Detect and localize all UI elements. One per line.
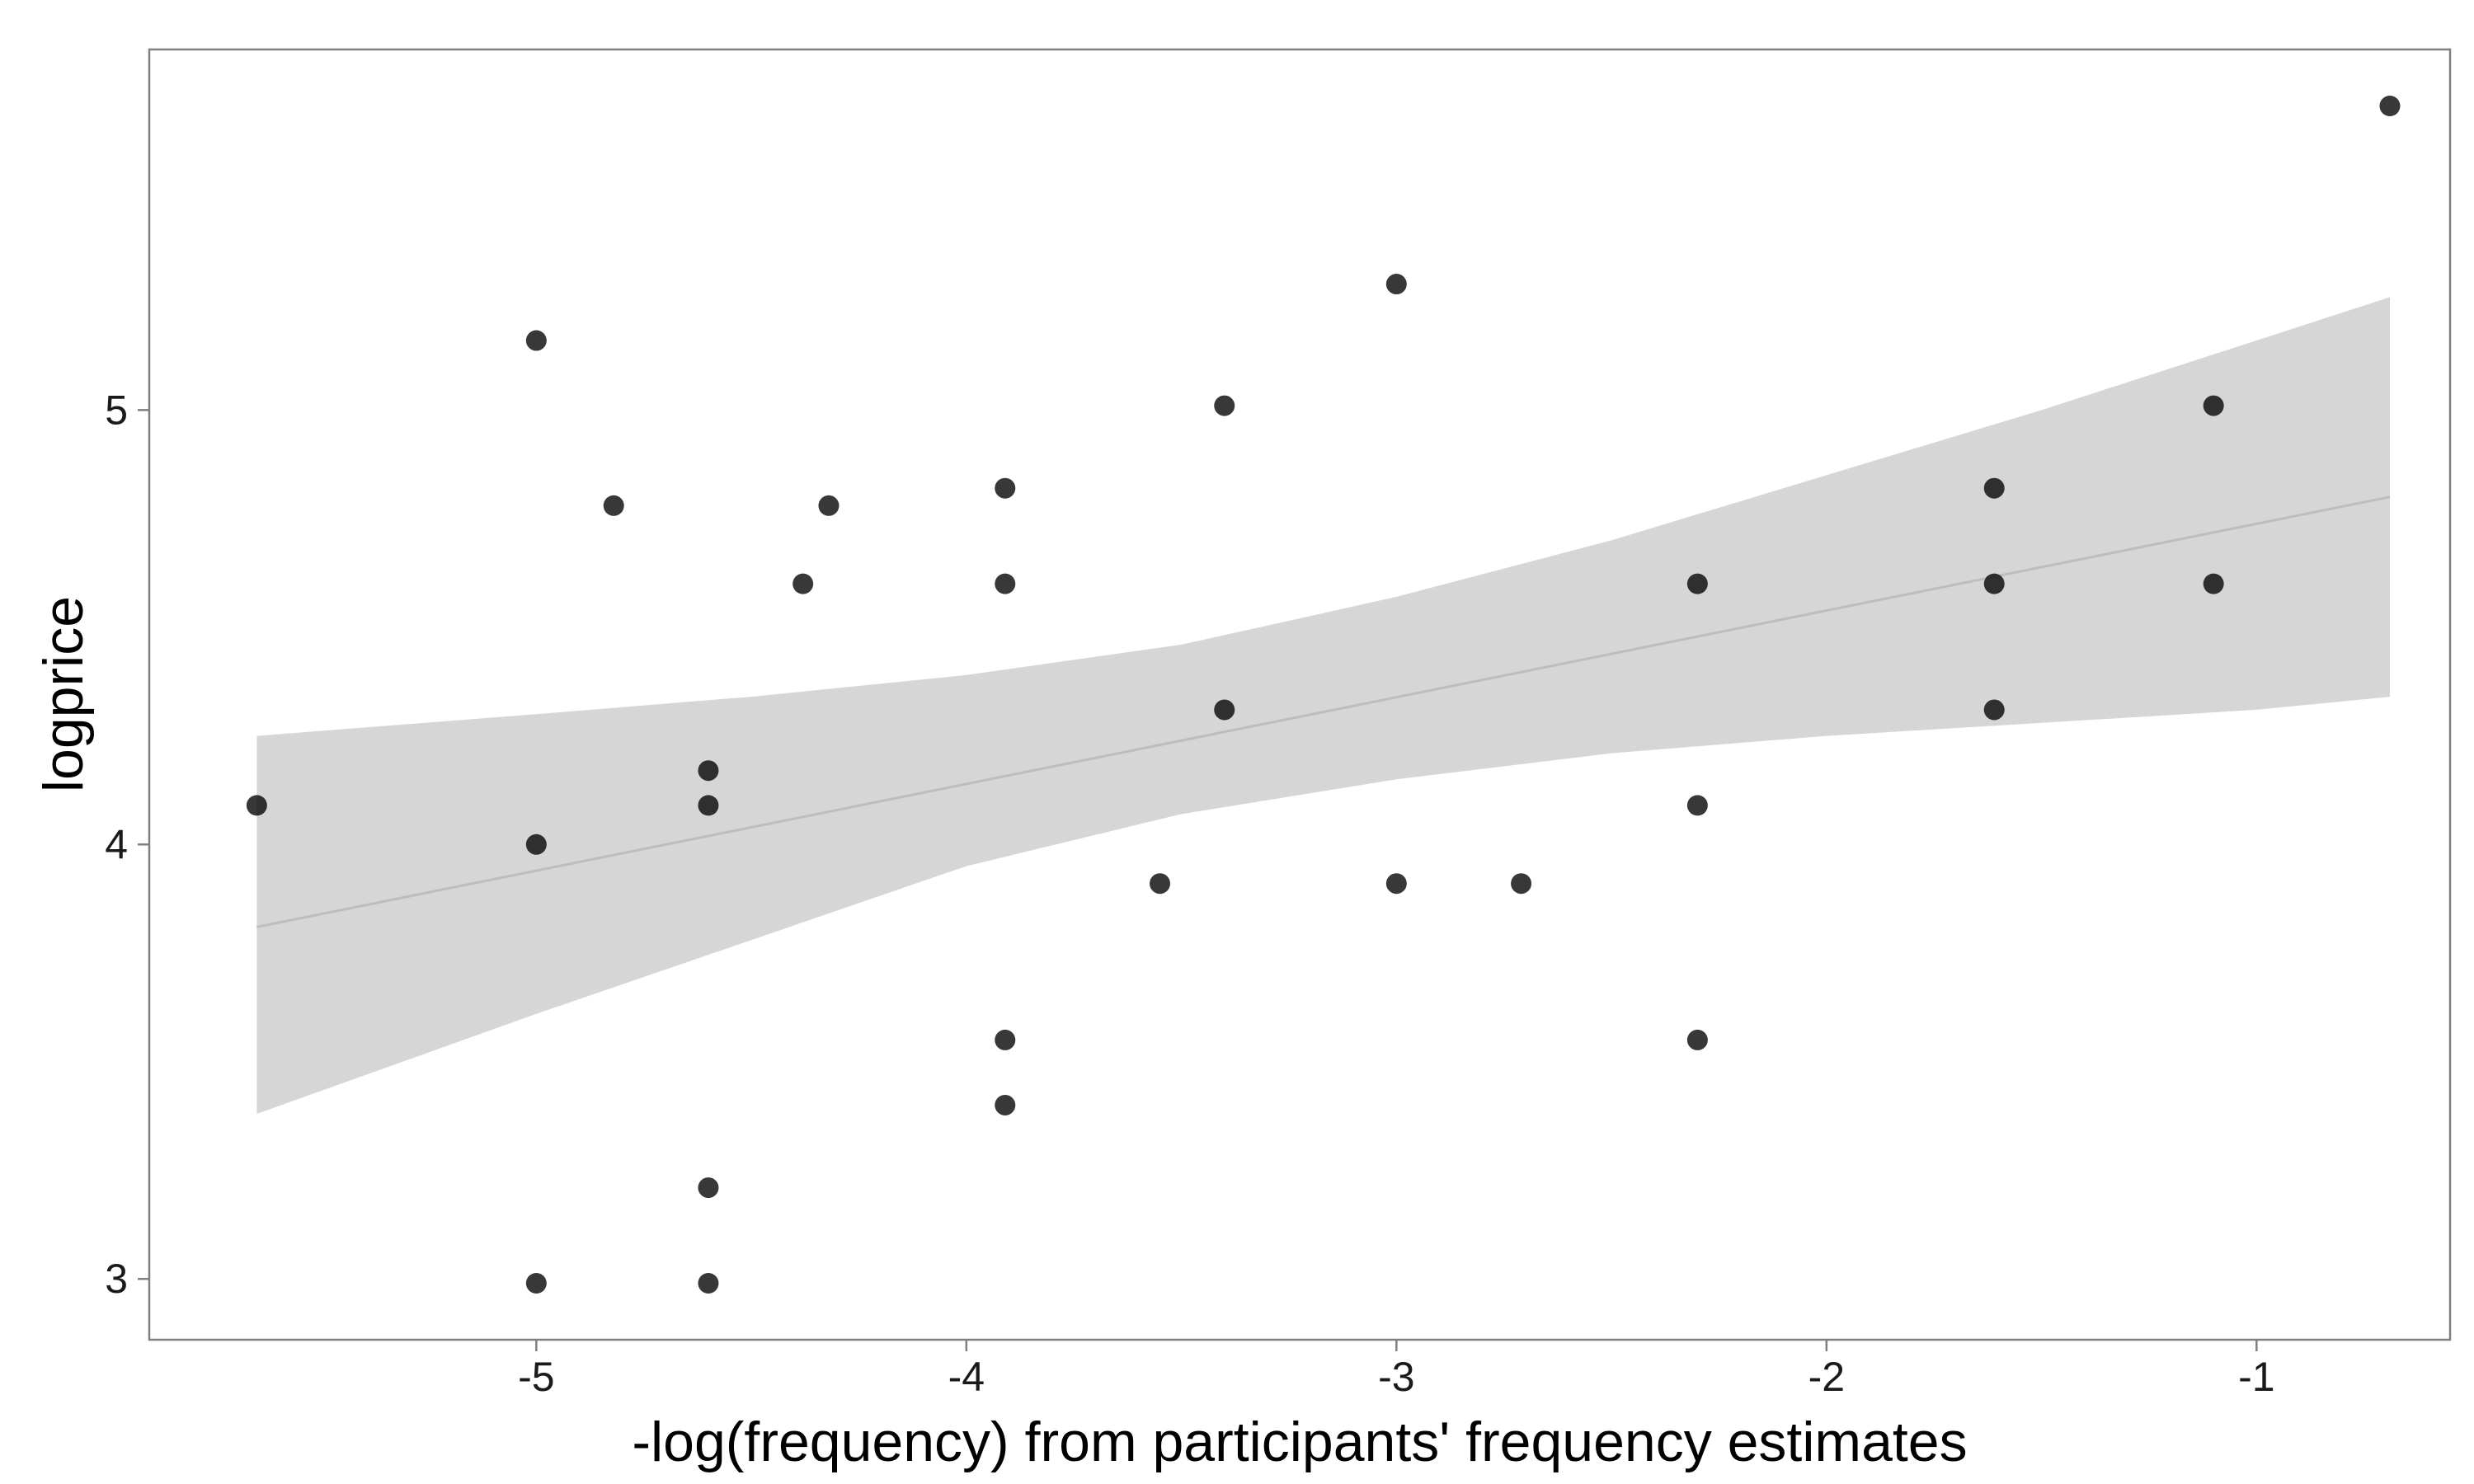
data-point <box>525 834 547 855</box>
confidence-band-layer <box>256 297 2391 1114</box>
y-tick-label: 5 <box>105 387 128 433</box>
fit-line-layer <box>256 495 2391 928</box>
x-tick-label: -3 <box>1378 1354 1414 1400</box>
x-axis-title: -log(frequency) from participants' frequ… <box>632 1411 1967 1473</box>
data-point <box>1686 795 1708 816</box>
data-point <box>1983 699 2005 721</box>
data-point <box>2203 395 2224 416</box>
y-tick-label: 4 <box>105 821 128 867</box>
data-point <box>995 477 1016 499</box>
data-point <box>698 1177 719 1199</box>
y-axis-ticks: 3 4 5 <box>105 387 149 1302</box>
data-points-layer <box>246 96 2401 1294</box>
data-point <box>1385 274 1407 295</box>
data-point <box>1983 573 2005 594</box>
data-point <box>525 1272 547 1294</box>
data-point <box>1686 1029 1708 1050</box>
x-tick-label: -1 <box>2238 1354 2274 1400</box>
data-point <box>1686 573 1708 594</box>
confidence-band <box>256 297 2391 1114</box>
data-point <box>995 1029 1016 1050</box>
data-point <box>698 795 719 816</box>
data-point <box>1983 477 2005 499</box>
data-point <box>1150 873 1171 895</box>
data-point <box>698 1272 719 1294</box>
data-point <box>525 330 547 351</box>
data-point <box>793 573 814 594</box>
data-point <box>246 795 267 816</box>
data-point <box>995 573 1016 594</box>
data-point <box>2379 96 2401 117</box>
data-point <box>1511 873 1532 895</box>
data-point <box>1385 873 1407 895</box>
regression-line <box>256 495 2391 928</box>
x-tick-label: -2 <box>1808 1354 1845 1400</box>
data-point <box>818 495 840 516</box>
data-point <box>1214 699 1235 721</box>
x-axis-ticks: -5 -4 -3 -2 -1 <box>518 1340 2275 1400</box>
x-tick-label: -5 <box>518 1354 554 1400</box>
data-point <box>603 495 624 516</box>
data-point <box>1214 395 1235 416</box>
y-axis-title: logprice <box>32 596 95 792</box>
y-tick-label: 3 <box>105 1256 128 1302</box>
x-tick-label: -4 <box>948 1354 985 1400</box>
data-point <box>698 760 719 782</box>
data-point <box>995 1094 1016 1115</box>
data-point <box>2203 573 2224 594</box>
